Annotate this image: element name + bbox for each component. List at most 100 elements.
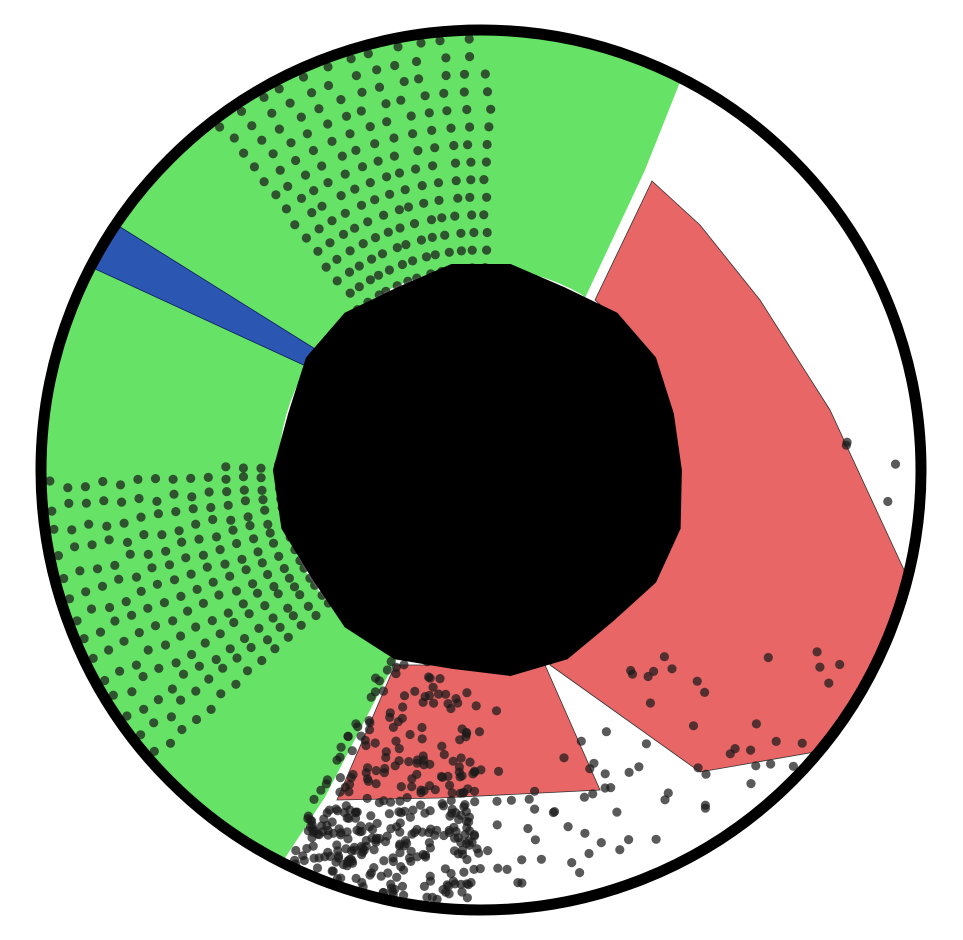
data-point [275, 165, 285, 175]
data-point [215, 122, 225, 132]
data-point [215, 545, 225, 555]
data-point [225, 571, 235, 581]
data-point [121, 597, 131, 607]
data-point [746, 745, 756, 755]
data-point [354, 282, 364, 292]
data-point [298, 851, 308, 861]
data-point [350, 223, 360, 233]
data-point [169, 575, 180, 585]
data-point [298, 72, 309, 82]
data-point [688, 721, 699, 731]
data-point [530, 786, 540, 796]
data-point [198, 598, 208, 609]
data-point [222, 487, 232, 497]
data-point [381, 747, 391, 757]
data-point [385, 189, 395, 199]
data-point [363, 217, 373, 227]
data-point [240, 496, 250, 506]
data-point [417, 722, 427, 733]
data-point [221, 474, 231, 484]
data-point [152, 579, 162, 589]
data-point [194, 534, 204, 544]
data-point [253, 547, 263, 557]
data-point [374, 833, 385, 844]
data-point [343, 834, 353, 844]
data-point [600, 769, 610, 779]
data-point [427, 232, 437, 242]
data-point [382, 831, 392, 841]
data-point [263, 519, 273, 530]
data-point [332, 254, 342, 264]
data-point [763, 652, 773, 663]
data-point [399, 76, 409, 87]
data-point [492, 796, 502, 806]
data-point [396, 95, 406, 105]
data-point [459, 87, 469, 97]
data-point [143, 549, 153, 560]
data-point [467, 245, 477, 255]
data-point [63, 483, 73, 493]
data-point [223, 500, 233, 510]
data-point [331, 857, 341, 867]
data-point [482, 87, 493, 97]
data-point [470, 797, 480, 807]
data-point [269, 581, 279, 592]
data-point [105, 602, 115, 613]
data-point [461, 807, 471, 817]
data-point [81, 498, 91, 508]
data-point [366, 868, 376, 878]
data-point [75, 566, 85, 576]
data-point [363, 763, 373, 773]
data-point [408, 129, 418, 139]
data-point [419, 760, 429, 770]
data-point [104, 535, 114, 545]
data-point [214, 590, 224, 600]
data-point [576, 736, 586, 746]
data-point [313, 829, 323, 839]
data-point [384, 809, 394, 819]
data-point [457, 771, 467, 781]
data-point [323, 62, 333, 72]
data-point [221, 462, 231, 472]
data-point [536, 854, 547, 864]
data-point [443, 771, 453, 782]
data-point [456, 228, 466, 238]
data-point [379, 768, 389, 778]
data-point [108, 690, 118, 700]
data-point [469, 227, 479, 238]
data-point [427, 892, 437, 902]
data-point [580, 828, 590, 838]
data-point [218, 663, 228, 673]
data-point [575, 868, 585, 878]
data-point [385, 712, 395, 723]
data-point [459, 69, 470, 79]
data-point [341, 111, 352, 121]
data-point [238, 599, 248, 609]
data-point [414, 74, 424, 84]
data-point [342, 827, 352, 837]
data-point [615, 845, 625, 855]
data-point [439, 88, 449, 98]
data-point [53, 551, 64, 561]
data-point [81, 587, 91, 597]
data-point [186, 569, 196, 579]
data-point [302, 129, 312, 139]
data-point [229, 617, 239, 628]
data-point [336, 191, 346, 201]
data-point [208, 577, 218, 587]
data-point [268, 538, 279, 548]
data-point [143, 645, 153, 655]
point-clouds [45, 34, 901, 905]
data-point [394, 744, 404, 754]
data-point [626, 665, 636, 676]
data-point [419, 786, 429, 796]
data-point [290, 220, 300, 230]
data-point [134, 493, 144, 504]
data-point [421, 252, 432, 262]
data-point [465, 757, 475, 767]
data-point [425, 871, 435, 881]
data-point [257, 135, 267, 145]
data-point [370, 687, 380, 697]
data-point [386, 879, 396, 889]
data-point [200, 638, 210, 648]
